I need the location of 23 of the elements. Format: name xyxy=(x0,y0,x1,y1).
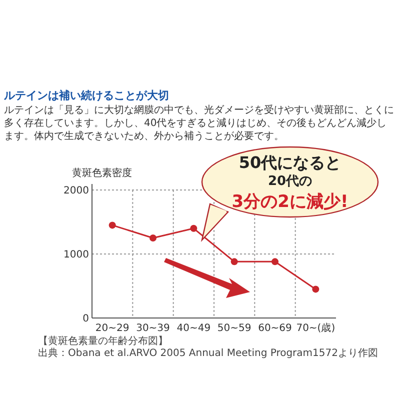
x-tick-label: 40~49 xyxy=(176,323,211,334)
point xyxy=(190,224,198,232)
y-axis-title: 黄斑色素密度 xyxy=(72,167,132,179)
text: 20代の xyxy=(268,174,312,189)
chart-title: ルテインは補い続けることが大切 xyxy=(4,88,169,103)
point xyxy=(272,258,278,266)
text: 【黄斑色素量の年齢分布図】 xyxy=(38,336,169,348)
x-tick-label: 50~59 xyxy=(217,323,252,334)
point xyxy=(108,222,116,229)
chart-subtitle: ルテインは「見る」に大切な網膜の中でも、光ダメージを受けやすい黄斑部に、とくに多く存在しています。しかし、40代をすぎると減りはじめ、その後もどんどん減少します。体内で生成できないため、外から補うことが必要です。 xyxy=(4,104,395,143)
annotation: 3分の2に減少! xyxy=(232,192,348,212)
x-tick-label: 60~69 xyxy=(258,323,292,334)
x-tick-label: 20~29 xyxy=(95,323,130,334)
point xyxy=(312,286,320,293)
y-tick-label: 0 xyxy=(82,314,89,324)
point xyxy=(230,258,238,266)
x-tick-label: 30~39 xyxy=(136,323,170,334)
point xyxy=(150,234,156,242)
text: 50代になると xyxy=(238,153,342,172)
y-tick-label: 2000 xyxy=(64,186,89,196)
x-tick-label: 70~(歳) xyxy=(296,322,336,334)
source-note: 出典：Obana et al.ARVO 2005 Annual Meeting Program1572より作図 xyxy=(38,348,378,360)
y-tick-label: 1000 xyxy=(64,250,89,260)
